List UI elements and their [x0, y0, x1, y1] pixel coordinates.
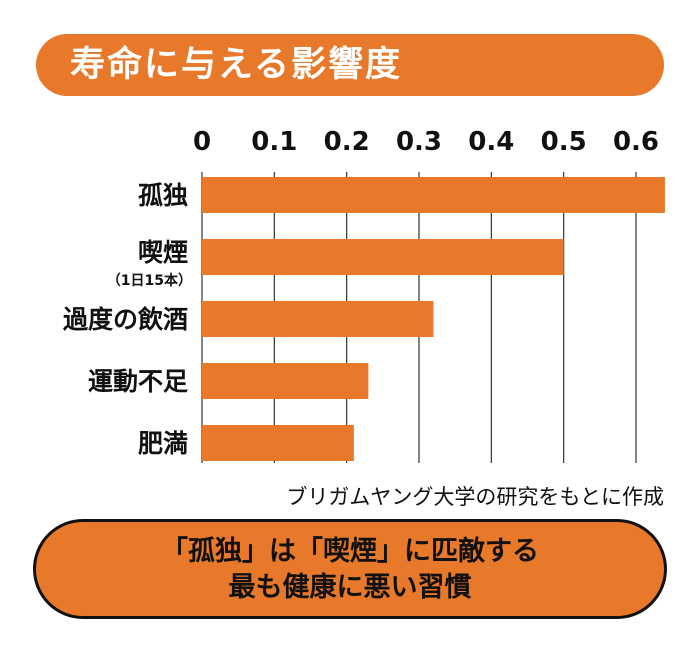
category-label: 過度の飲酒	[63, 305, 188, 334]
bar	[202, 239, 564, 275]
bar	[202, 301, 434, 337]
conclusion-banner: 「孤独」は「喫煙」に匹敵する 最も健康に悪い習慣	[33, 519, 667, 619]
x-tick-label: 0.2	[324, 127, 370, 157]
conclusion-line-2: 最も健康に悪い習慣	[228, 572, 472, 603]
category-label: 肥満	[138, 429, 188, 458]
x-tick-label: 0.3	[396, 127, 442, 157]
x-tick-label: 0.5	[541, 127, 587, 157]
bar	[202, 363, 369, 399]
x-tick-label: 0.6	[613, 127, 659, 157]
x-tick-label: 0.4	[468, 127, 514, 157]
category-label: 運動不足	[88, 367, 188, 396]
category-note: （1日15本）	[107, 272, 192, 289]
x-tick-label: 0	[193, 127, 211, 157]
x-tick-label: 0.1	[251, 127, 297, 157]
x-axis-ticks: 0 0.1 0.2 0.3 0.4 0.5 0.6	[193, 127, 659, 157]
category-label: 孤独	[138, 181, 188, 210]
bar	[202, 177, 665, 213]
bars	[202, 177, 665, 461]
bar	[202, 425, 354, 461]
category-label: 喫煙	[138, 238, 188, 267]
conclusion-line-1: 「孤独」は「喫煙」に匹敵する	[161, 536, 539, 567]
title-banner: 寿命に与える影響度	[36, 34, 664, 96]
chart-title: 寿命に与える影響度	[70, 45, 402, 85]
source-note: ブリガムヤング大学の研究をもとに作成	[286, 485, 664, 509]
